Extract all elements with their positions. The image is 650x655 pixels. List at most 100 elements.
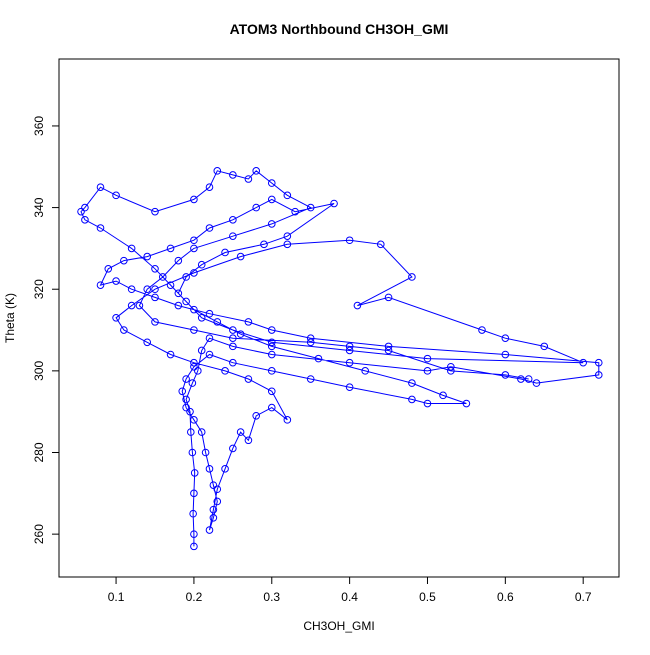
data-point (244, 375, 253, 383)
data-point (229, 358, 237, 367)
data-point (594, 358, 603, 367)
data-point (188, 379, 197, 387)
data-point (501, 371, 510, 379)
data-point (384, 342, 393, 351)
data-point (361, 367, 369, 375)
data-point (190, 358, 198, 367)
data-point (423, 354, 432, 363)
x-tick-label: 0.4 (341, 590, 358, 604)
data-point (229, 444, 237, 453)
data-point (423, 367, 432, 375)
data-point (112, 277, 120, 285)
data-point (345, 346, 354, 355)
x-tick-label: 0.6 (497, 590, 514, 604)
data-point (524, 375, 533, 383)
data-point (229, 326, 237, 334)
data-point (151, 285, 159, 294)
data-point (306, 375, 315, 383)
data-point (189, 509, 197, 518)
data-point (408, 379, 416, 387)
data-point (143, 338, 152, 347)
data-point (447, 362, 455, 371)
y-tick-label: 300 (32, 361, 46, 381)
data-point (314, 354, 323, 363)
data-point (166, 281, 175, 289)
data-point (182, 395, 190, 404)
data-point (267, 195, 276, 204)
data-point (267, 387, 276, 396)
data-point (221, 367, 229, 375)
data-point (244, 318, 253, 326)
data-point (197, 260, 206, 269)
data-point (182, 297, 190, 306)
data-point (174, 289, 183, 298)
data-point (201, 448, 210, 457)
chart-title: ATOM3 Northbound CH3OH_GMI (230, 21, 449, 37)
data-point (96, 183, 105, 191)
data-point (229, 216, 237, 224)
y-tick-label: 360 (32, 116, 46, 136)
data-point (221, 248, 229, 257)
data-point (501, 350, 510, 359)
data-point (345, 342, 354, 351)
data-point (81, 216, 89, 224)
data-point (213, 497, 222, 506)
data-point (190, 530, 198, 538)
x-tick-label: 0.3 (263, 590, 280, 604)
data-point (187, 428, 195, 436)
data-point (166, 350, 175, 359)
data-point (229, 342, 237, 351)
data-point (423, 399, 432, 408)
data-point (252, 167, 261, 175)
data-point (194, 367, 202, 375)
data-point (244, 175, 253, 183)
data-point (579, 358, 587, 367)
data-point (330, 199, 338, 208)
data-point (151, 293, 159, 302)
data-point (81, 203, 89, 212)
data-point (96, 281, 105, 289)
x-tick-label: 0.2 (186, 590, 203, 604)
data-line (80, 170, 600, 547)
data-point (244, 436, 253, 445)
data-point (174, 301, 183, 310)
data-point (376, 240, 385, 249)
data-point (213, 485, 222, 494)
data-point (151, 265, 159, 273)
data-point (517, 375, 525, 383)
data-point (501, 334, 510, 343)
data-point (190, 269, 198, 277)
x-axis-title: CH3OH_GMI (303, 619, 374, 633)
data-point (229, 171, 237, 179)
data-point (252, 411, 261, 420)
data-point (267, 179, 276, 187)
data-point (127, 244, 136, 253)
data-point (221, 465, 229, 473)
data-point (205, 334, 214, 343)
data-point (190, 326, 198, 334)
data-point (120, 256, 128, 265)
data-point (166, 244, 175, 253)
data-point (252, 203, 261, 212)
data-point (182, 375, 190, 383)
data-point (190, 542, 198, 551)
data-point (267, 220, 276, 228)
data-point (120, 326, 128, 334)
x-tick-label: 0.5 (419, 590, 436, 604)
y-tick-label: 280 (32, 442, 46, 462)
data-point (104, 265, 113, 273)
data-point (209, 481, 218, 489)
data-point (190, 236, 198, 245)
data-point (205, 183, 214, 191)
data-point (205, 350, 214, 359)
data-point (143, 285, 152, 294)
data-point (143, 252, 152, 261)
data-point (408, 395, 416, 404)
data-point (306, 203, 315, 212)
data-point (190, 362, 198, 371)
data-point (267, 326, 276, 334)
data-point (205, 465, 214, 473)
data-point (478, 326, 486, 334)
